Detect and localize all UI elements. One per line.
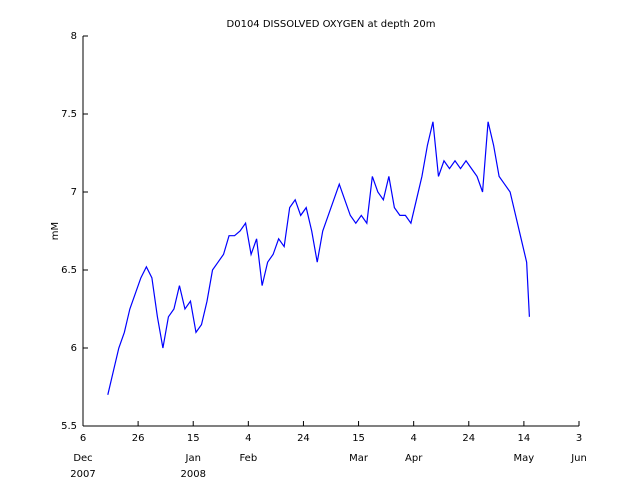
- data-line: [107, 121, 530, 395]
- x-tick-label: 14: [518, 433, 531, 444]
- x-month-label: Jun: [570, 453, 587, 464]
- x-tick-label: 15: [352, 433, 365, 444]
- x-tick-label: 4: [410, 433, 416, 444]
- y-tick-label: 6: [71, 343, 77, 354]
- y-tick-label: 7.5: [61, 109, 77, 120]
- x-month-label: Feb: [239, 453, 257, 464]
- x-month-label: Jan: [185, 453, 201, 464]
- x-month-label: Apr: [405, 453, 423, 464]
- x-month-label: Dec: [73, 453, 92, 464]
- x-tick-label: 26: [132, 433, 145, 444]
- chart-title: D0104 DISSOLVED OXYGEN at depth 20m: [227, 19, 436, 30]
- x-tick-label: 6: [80, 433, 86, 444]
- x-tick-label: 24: [462, 433, 475, 444]
- x-year-label: 2007: [70, 469, 95, 480]
- x-tick-label: 15: [187, 433, 200, 444]
- x-tick-label: 24: [297, 433, 310, 444]
- y-tick-label: 5.5: [61, 421, 77, 432]
- y-axis-label: mM: [50, 222, 61, 240]
- y-tick-label: 8: [71, 31, 77, 42]
- y-tick-label: 6.5: [61, 265, 77, 276]
- x-month-label: May: [514, 453, 535, 464]
- x-month-label: Mar: [349, 453, 369, 464]
- x-year-label: 2008: [180, 469, 205, 480]
- y-tick-label: 7: [71, 187, 77, 198]
- x-tick-label: 3: [576, 433, 582, 444]
- x-tick-label: 4: [245, 433, 251, 444]
